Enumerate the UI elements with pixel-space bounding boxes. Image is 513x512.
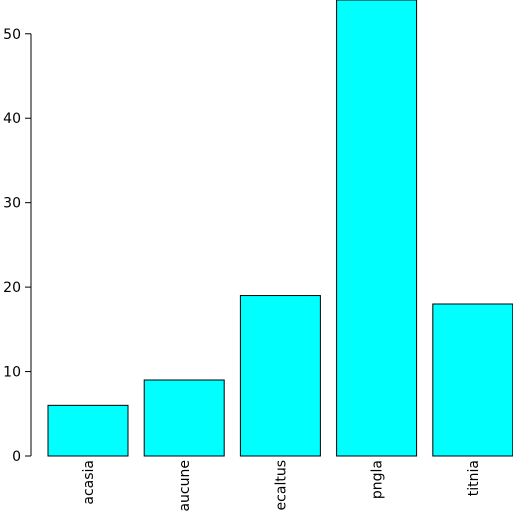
x-axis-labels: acasia aucune ecaltus pngla titnia <box>81 460 482 512</box>
x-tick-label: ecaltus <box>273 460 289 510</box>
x-tick-label: pngla <box>370 460 386 499</box>
y-tick-label: 20 <box>3 280 21 296</box>
y-tick-label: 40 <box>3 111 21 127</box>
x-tick-label: acasia <box>81 460 97 505</box>
y-tick-label: 30 <box>3 196 21 212</box>
bar-titnia <box>432 303 513 457</box>
y-axis: 0 10 20 30 40 50 <box>3 27 32 465</box>
bar-aucune <box>143 379 225 457</box>
y-tick-label: 10 <box>3 365 21 381</box>
y-tick-label: 50 <box>3 27 21 43</box>
bar-ecaltus <box>239 295 321 457</box>
x-tick-label: titnia <box>466 460 482 496</box>
y-tick-label: 0 <box>12 449 21 465</box>
bars <box>47 0 513 457</box>
bar-acasia <box>47 404 129 457</box>
x-tick-label: aucune <box>177 460 193 512</box>
bar-pngla <box>336 0 418 457</box>
